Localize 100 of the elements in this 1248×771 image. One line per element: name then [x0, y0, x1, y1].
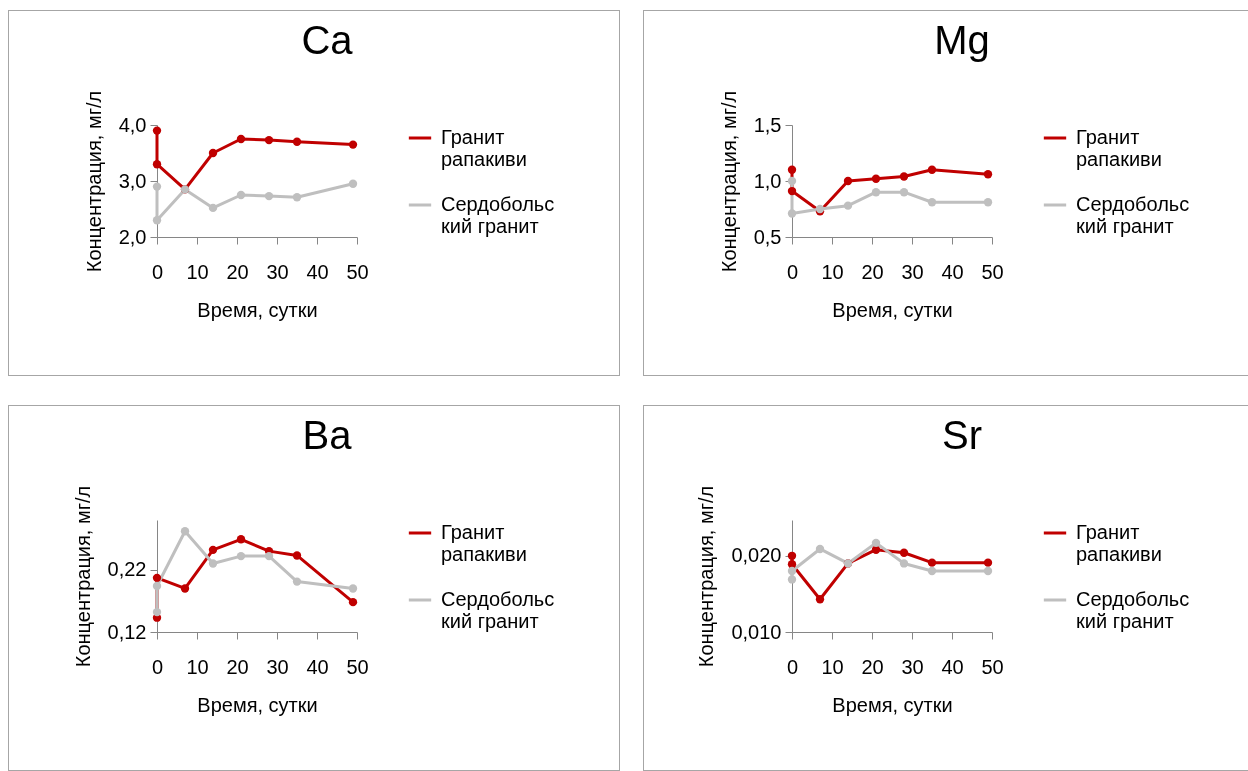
y-axis-title: Концентрация, мг/л — [695, 485, 718, 668]
x-tick-label: 50 — [346, 260, 369, 283]
x-tick-label: 30 — [266, 655, 289, 678]
point — [180, 527, 190, 536]
point — [292, 551, 302, 560]
point — [871, 188, 881, 197]
y-axis-title: Концентрация, мг/л — [82, 90, 105, 273]
point — [264, 135, 274, 145]
point — [815, 544, 825, 554]
point — [236, 535, 246, 544]
point — [871, 538, 881, 548]
point — [927, 558, 937, 567]
y-axis-title: Концентрация, мг/л — [71, 485, 94, 668]
x-axis-title: Время, сутки — [832, 693, 953, 716]
x-tick-label: 10 — [186, 260, 209, 283]
y-tick-label: 1,0 — [753, 169, 782, 192]
point — [152, 581, 162, 591]
chart-title: Sr — [942, 413, 982, 458]
point — [152, 160, 162, 169]
point — [348, 140, 358, 149]
x-axis-title: Время, сутки — [197, 298, 318, 321]
point — [152, 216, 162, 225]
x-tick-label: 20 — [226, 260, 249, 283]
point — [787, 575, 797, 584]
point — [348, 597, 358, 607]
point — [787, 165, 797, 174]
x-tick-label: 0 — [786, 655, 799, 678]
point — [152, 607, 162, 617]
x-axis-title: Время, сутки — [832, 298, 953, 321]
legend-label: Гранит рапакиви — [441, 126, 527, 170]
point — [208, 203, 218, 213]
x-tick-label: 50 — [981, 260, 1004, 283]
x-tick-label: 40 — [941, 655, 964, 678]
point — [787, 551, 797, 560]
legend-label: Сердобольский гранит — [441, 588, 555, 632]
y-tick-label: 0,12 — [107, 620, 147, 643]
x-tick-label: 30 — [901, 655, 924, 678]
x-tick-label: 0 — [151, 260, 164, 283]
x-tick-label: 10 — [821, 260, 844, 283]
point — [208, 559, 218, 568]
y-tick-label: 0,010 — [731, 620, 782, 643]
x-tick-label: 40 — [306, 655, 329, 678]
point — [348, 584, 358, 593]
point — [208, 148, 218, 158]
point — [236, 551, 246, 561]
point — [871, 174, 881, 183]
y-tick-label: 2,0 — [118, 225, 147, 248]
point — [152, 573, 162, 583]
x-tick-label: 50 — [981, 655, 1004, 678]
point — [843, 176, 853, 186]
x-tick-label: 20 — [226, 655, 249, 678]
chart-title: Mg — [934, 18, 990, 63]
point — [983, 170, 993, 179]
x-tick-label: 30 — [901, 260, 924, 283]
point — [292, 137, 302, 146]
x-tick-label: 0 — [786, 260, 799, 283]
x-tick-label: 10 — [186, 655, 209, 678]
x-axis-title: Время, сутки — [197, 693, 318, 716]
chart-title: Ba — [302, 413, 353, 458]
y-tick-label: 0,020 — [731, 544, 782, 567]
x-tick-label: 0 — [151, 655, 164, 678]
point — [348, 179, 358, 188]
point — [180, 584, 190, 593]
legend-label: Сердобольский гранит — [441, 193, 555, 237]
point — [787, 209, 797, 218]
point — [815, 595, 825, 604]
x-tick-label: 20 — [861, 655, 884, 678]
point — [264, 551, 274, 561]
point — [236, 134, 246, 144]
chart-title: Ca — [301, 18, 354, 63]
x-tick-label: 20 — [861, 260, 884, 283]
point — [843, 201, 853, 210]
point — [983, 198, 993, 207]
y-axis-title: Концентрация, мг/л — [717, 90, 740, 273]
y-tick-label: 0,5 — [753, 225, 782, 248]
x-tick-label: 50 — [346, 655, 369, 678]
legend-label: Сердобольский гранит — [1076, 588, 1190, 632]
point — [983, 558, 993, 567]
point — [264, 191, 274, 201]
point — [787, 186, 797, 196]
x-tick-label: 40 — [941, 260, 964, 283]
point — [292, 193, 302, 202]
x-tick-label: 10 — [821, 655, 844, 678]
point — [208, 545, 218, 555]
x-tick-label: 40 — [306, 260, 329, 283]
x-tick-label: 30 — [266, 260, 289, 283]
y-tick-label: 3,0 — [118, 169, 147, 192]
point — [899, 559, 909, 568]
point — [899, 548, 909, 557]
point — [983, 566, 993, 576]
point — [787, 566, 797, 576]
point — [152, 182, 162, 191]
point — [236, 190, 246, 200]
point — [899, 188, 909, 197]
legend-label: Гранит рапакиви — [1076, 521, 1162, 565]
legend-label: Сердобольский гранит — [1076, 193, 1190, 237]
point — [927, 165, 937, 174]
point — [899, 172, 909, 181]
y-tick-label: 4,0 — [118, 113, 147, 136]
point — [927, 566, 937, 576]
